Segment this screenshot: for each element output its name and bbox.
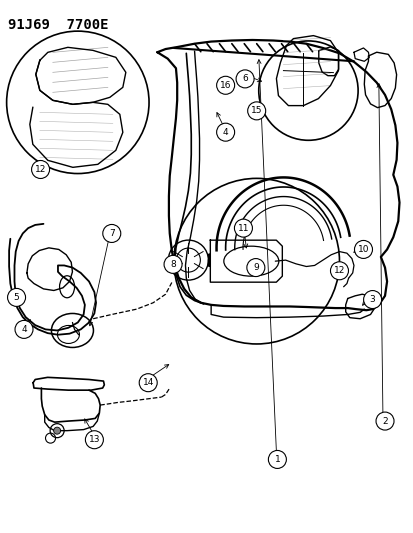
Circle shape xyxy=(235,70,254,88)
Text: 13: 13 xyxy=(88,435,100,444)
Circle shape xyxy=(247,102,265,120)
Text: 14: 14 xyxy=(142,378,154,387)
Circle shape xyxy=(246,259,264,277)
Text: 6: 6 xyxy=(242,75,247,83)
Circle shape xyxy=(139,374,157,392)
Text: 12: 12 xyxy=(35,165,46,174)
Circle shape xyxy=(7,288,26,306)
Circle shape xyxy=(354,240,372,259)
Text: 1: 1 xyxy=(274,455,280,464)
Text: 11: 11 xyxy=(237,224,249,232)
Circle shape xyxy=(375,412,393,430)
Text: 8: 8 xyxy=(170,260,176,269)
Text: 10: 10 xyxy=(357,245,368,254)
Circle shape xyxy=(330,262,348,280)
Text: 4: 4 xyxy=(21,325,27,334)
Circle shape xyxy=(216,123,234,141)
Text: 4: 4 xyxy=(222,128,228,136)
Text: 9: 9 xyxy=(252,263,258,272)
Circle shape xyxy=(363,290,381,309)
Circle shape xyxy=(15,320,33,338)
Text: 3: 3 xyxy=(369,295,375,304)
Circle shape xyxy=(216,76,234,94)
Circle shape xyxy=(102,224,121,243)
Circle shape xyxy=(54,427,60,434)
Text: 5: 5 xyxy=(14,293,19,302)
Text: 7: 7 xyxy=(109,229,114,238)
Text: 16: 16 xyxy=(219,81,231,90)
Circle shape xyxy=(268,450,286,469)
Text: 91J69  7700E: 91J69 7700E xyxy=(8,18,108,32)
Text: 12: 12 xyxy=(333,266,344,275)
Circle shape xyxy=(31,160,50,179)
Circle shape xyxy=(164,255,182,273)
Circle shape xyxy=(234,219,252,237)
Text: 15: 15 xyxy=(250,107,262,115)
Circle shape xyxy=(85,431,103,449)
Text: 2: 2 xyxy=(381,417,387,425)
